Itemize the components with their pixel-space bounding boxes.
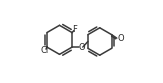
Text: O: O [118, 34, 125, 43]
Text: O: O [78, 43, 85, 52]
Text: F: F [72, 25, 77, 34]
Text: Cl: Cl [41, 46, 49, 55]
